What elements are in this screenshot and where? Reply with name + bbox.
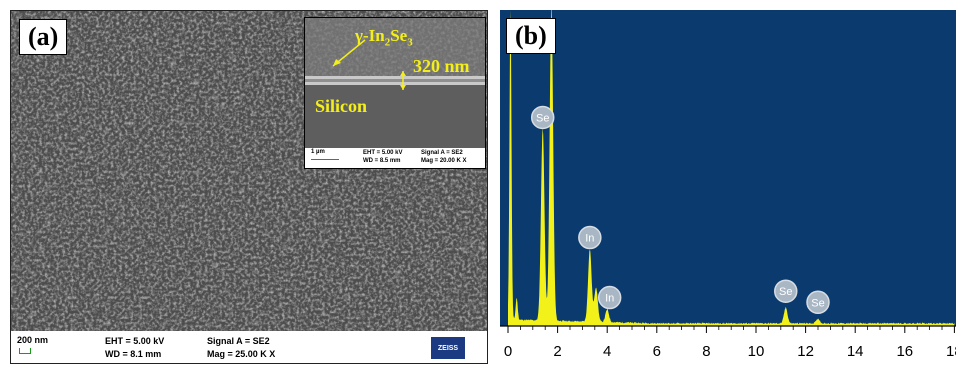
edx-spectrum-panel: Se In In Se Se 0 2 4 6 8 10 12 14 16 18 (b) (494, 10, 956, 365)
x-tick-label-4: 4 (603, 343, 611, 360)
panel-b-label: (b) (506, 18, 556, 54)
inset-texture (305, 18, 485, 148)
panel-a-label: (a) (19, 19, 68, 55)
zeiss-logo: ZEISS (431, 337, 465, 359)
x-tick-label-8: 8 (702, 343, 710, 360)
inset-mag: Mag = 20.00 K X (421, 158, 467, 164)
inset-scale: 1 µm (311, 149, 325, 155)
peak-label-in-1: In (578, 225, 602, 250)
svg-text:In: In (585, 233, 594, 245)
peak-label-se-0: Se (530, 105, 555, 130)
inset-info-bar: 1 µm EHT = 5.00 kV WD = 8.5 mm Signal A … (305, 148, 485, 168)
svg-text:Se: Se (536, 112, 549, 124)
inset-eht: EHT = 5.00 kV (363, 150, 403, 156)
x-tick-label-6: 6 (653, 343, 661, 360)
substrate-label: Silicon (315, 96, 368, 116)
x-tick-label-0: 0 (504, 343, 512, 360)
svg-text:Se: Se (811, 297, 824, 309)
phase-label: γ-In2Se3 (355, 26, 413, 49)
x-tick-label-14: 14 (847, 343, 864, 360)
sem-info-bar: 200 nm EHT = 5.00 kV WD = 8.1 mm Signal … (11, 331, 487, 363)
cross-section-inset: γ-In2Se3 320 nm Silicon 1 µm EHT = 5.00 … (304, 17, 486, 169)
scale-label: 200 nm (17, 335, 49, 345)
eht-value: EHT = 5.00 kV (105, 336, 165, 346)
spectrum-fill (508, 10, 955, 326)
x-tick-label-12: 12 (797, 343, 814, 360)
peak-label-se-3: Se (774, 279, 798, 303)
thickness-label: 320 nm (413, 56, 470, 76)
signal-value: Signal A = SE2 (207, 336, 270, 346)
scale-bar (19, 348, 31, 354)
wd-value: WD = 8.1 mm (105, 349, 162, 359)
inset-scale-bar (311, 159, 339, 160)
plot-background (500, 10, 956, 326)
peak-label-layer: Se In In Se Se (530, 105, 830, 315)
x-tick-layer: 0 2 4 6 8 10 12 14 16 18 (504, 326, 956, 360)
x-tick-label-16: 16 (896, 343, 913, 360)
svg-text:Se: Se (779, 286, 792, 298)
inset-wd: WD = 8.5 mm (363, 158, 401, 164)
sem-image-panel: (a) γ-In2Se3 320 nm Silicon 1 µm EHT = 5… (10, 10, 488, 364)
edx-chart: Se In In Se Se 0 2 4 6 8 10 12 14 16 18 (500, 10, 956, 360)
peak-label-in-2: In (597, 285, 622, 310)
x-tick-label-2: 2 (553, 343, 561, 360)
peak-label-se-4: Se (806, 290, 830, 315)
mag-value: Mag = 25.00 K X (207, 349, 276, 359)
svg-text:In: In (605, 293, 614, 305)
inset-signal: Signal A = SE2 (421, 150, 463, 156)
x-tick-label-10: 10 (748, 343, 765, 360)
x-tick-label-18: 18 (946, 343, 956, 360)
trace-layer (508, 10, 955, 326)
